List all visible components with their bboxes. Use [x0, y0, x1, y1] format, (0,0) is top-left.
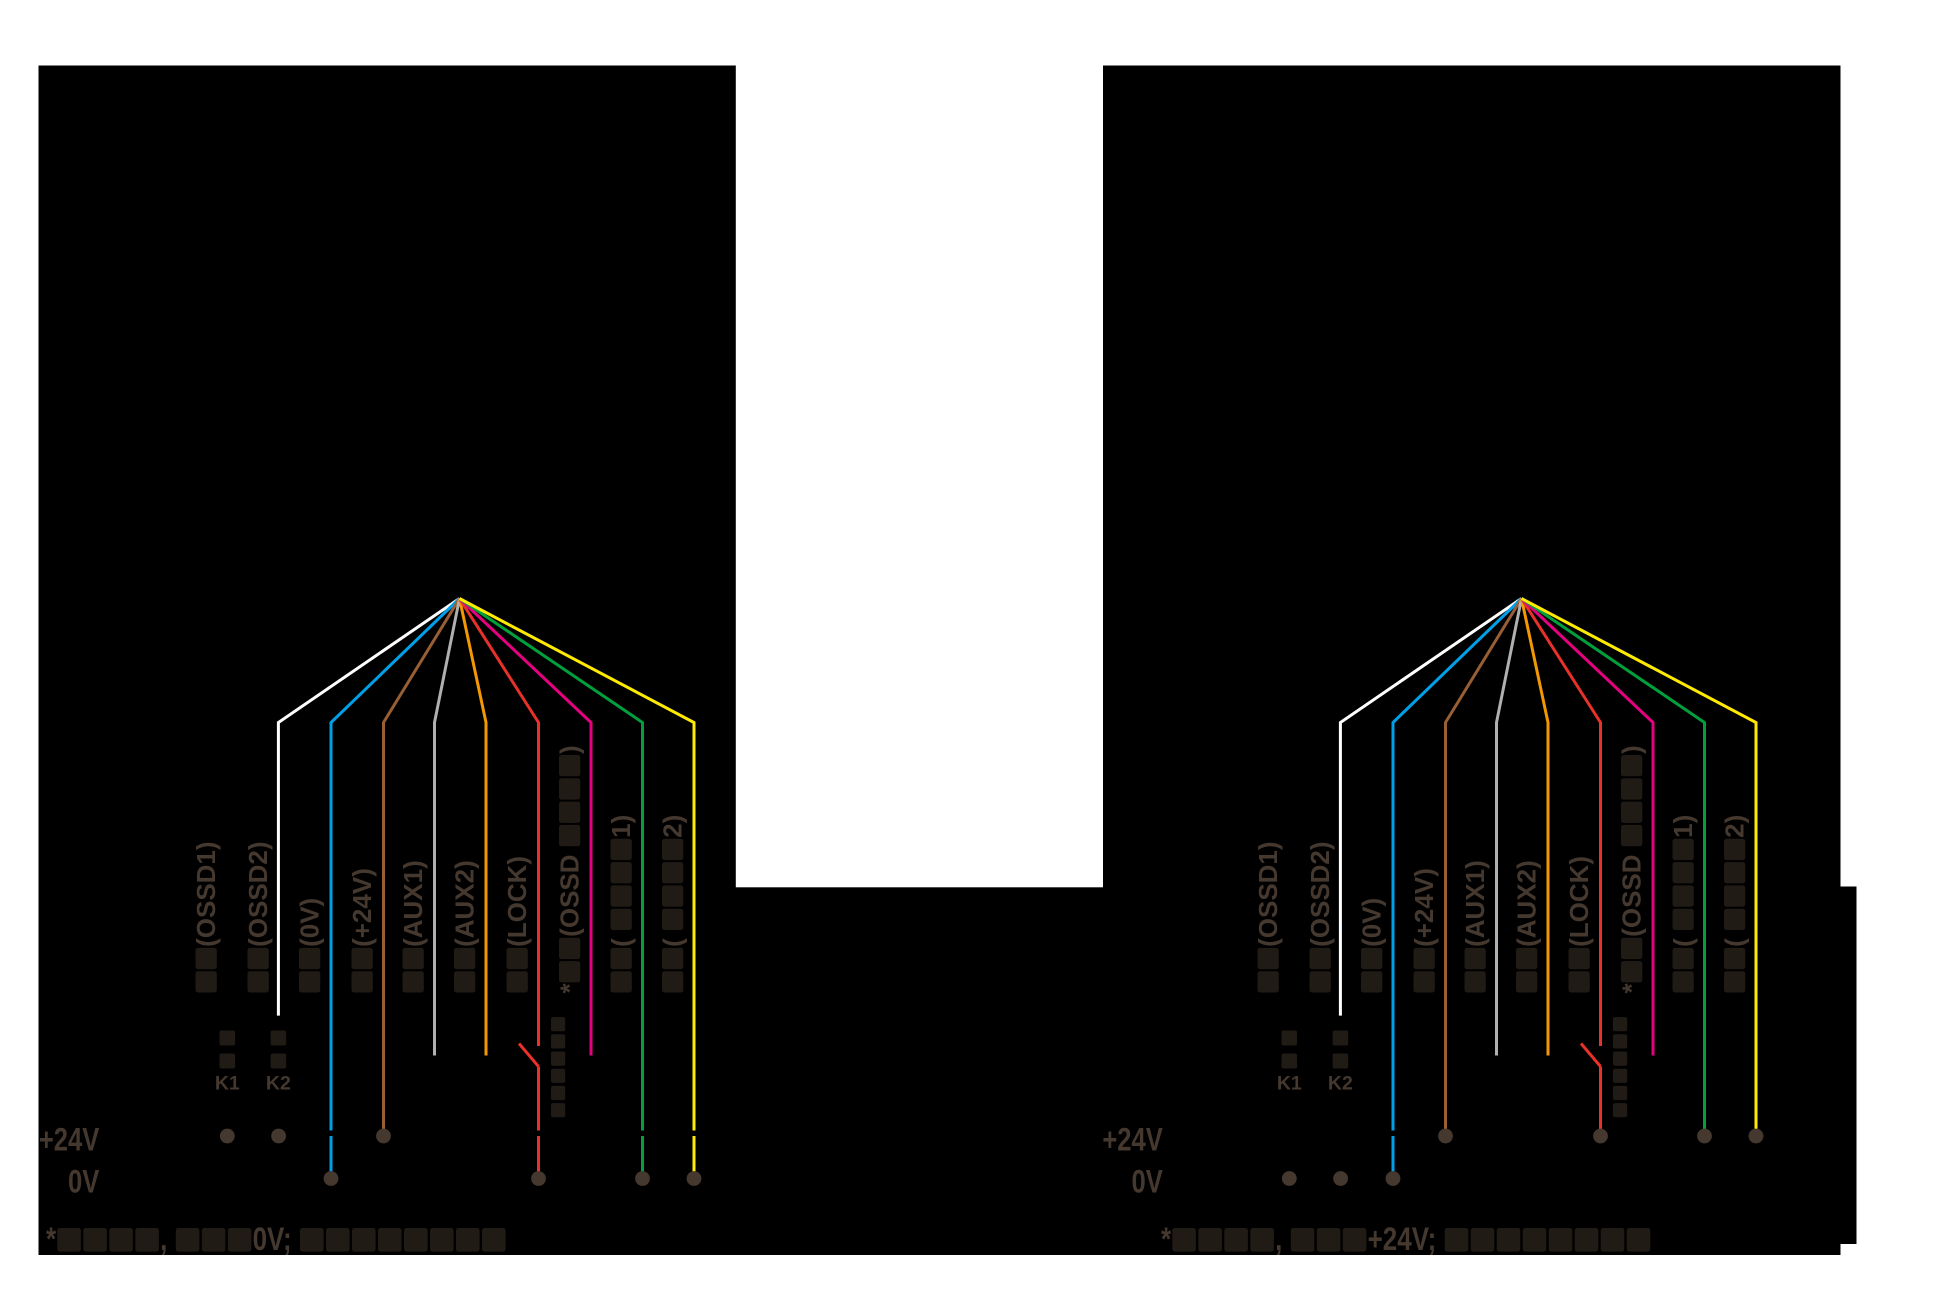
svg-text:): ) [555, 745, 585, 754]
svg-text:(OSSD1): (OSSD1) [1253, 841, 1283, 946]
svg-text:(: ( [1668, 938, 1698, 947]
svg-text:(+24V): (+24V) [1409, 868, 1439, 947]
svg-text:,: , [160, 1221, 167, 1257]
svg-text:2): 2) [658, 815, 688, 838]
svg-text:*: * [555, 983, 585, 994]
svg-text:(OSSD: (OSSD [1617, 854, 1647, 936]
svg-text:+24V;: +24V; [1368, 1221, 1437, 1257]
svg-text:+24V: +24V [39, 1121, 100, 1158]
svg-text:0V: 0V [68, 1164, 100, 1201]
svg-text:2): 2) [1720, 815, 1750, 838]
svg-text:(: ( [1720, 938, 1750, 947]
svg-text:,: , [1275, 1221, 1282, 1257]
svg-text:(OSSD2): (OSSD2) [1305, 841, 1335, 946]
svg-text:1): 1) [606, 815, 636, 838]
svg-text:(: ( [658, 938, 688, 947]
svg-text:(AUX2): (AUX2) [450, 860, 480, 947]
svg-text:): ) [1617, 745, 1647, 754]
svg-text:0V: 0V [1131, 1164, 1163, 1201]
svg-text:*: * [1161, 1221, 1172, 1257]
svg-text:(LOCK): (LOCK) [1564, 856, 1594, 947]
svg-text:(OSSD2): (OSSD2) [243, 841, 273, 946]
svg-text:(AUX2): (AUX2) [1512, 860, 1542, 947]
svg-text:(0V): (0V) [1357, 898, 1387, 947]
svg-text:*: * [46, 1221, 57, 1257]
svg-text:(0V): (0V) [295, 898, 325, 947]
svg-text:(AUX1): (AUX1) [1460, 860, 1490, 947]
svg-text:K2: K2 [1328, 1073, 1353, 1095]
svg-text:(: ( [606, 938, 636, 947]
svg-text:1): 1) [1668, 815, 1698, 838]
svg-text:(LOCK): (LOCK) [502, 856, 532, 947]
svg-text:K2: K2 [266, 1073, 291, 1095]
svg-text:+24V: +24V [1102, 1121, 1163, 1158]
svg-text:*: * [1617, 983, 1647, 994]
svg-text:K1: K1 [1277, 1073, 1302, 1095]
svg-text:(OSSD: (OSSD [555, 854, 585, 936]
svg-text:(AUX1): (AUX1) [398, 860, 428, 947]
svg-text:(+24V): (+24V) [347, 868, 377, 947]
svg-text:(OSSD1): (OSSD1) [191, 841, 221, 946]
svg-text:0V;: 0V; [253, 1221, 292, 1257]
svg-text:K1: K1 [215, 1073, 240, 1095]
